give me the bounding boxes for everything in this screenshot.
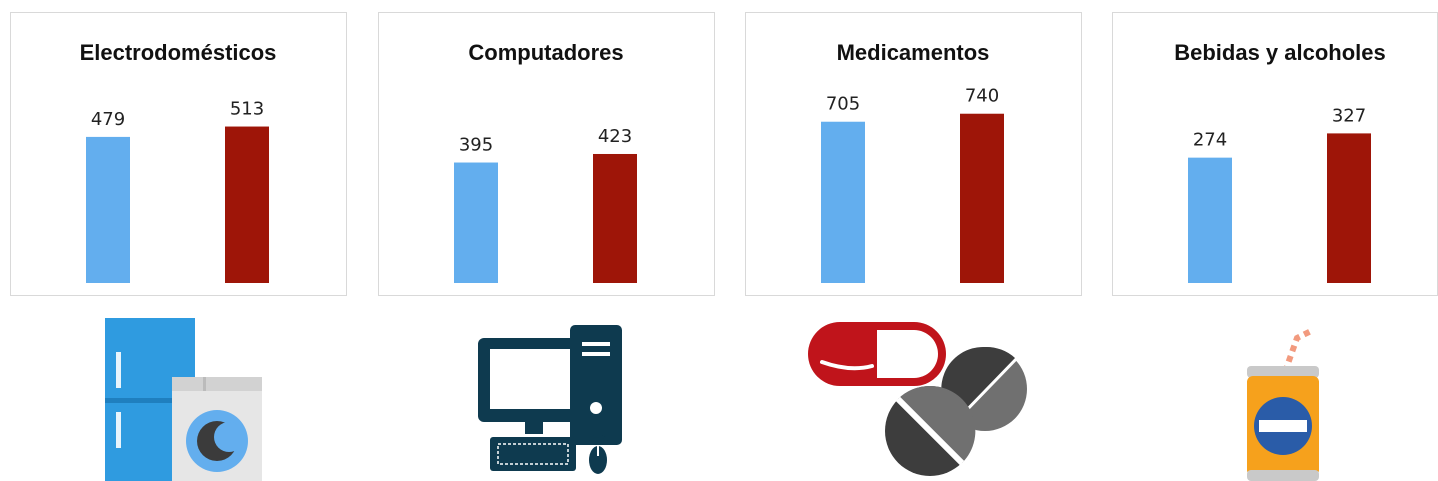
value-label: 513 — [230, 99, 264, 120]
value-label: 327 — [1332, 105, 1366, 126]
chart-title: Computadores — [468, 40, 623, 65]
chart-title: Bebidas y alcoholes — [1174, 40, 1386, 65]
appliances-icon — [105, 318, 262, 481]
bar — [454, 162, 498, 283]
bar — [1327, 133, 1371, 283]
chart-frame — [1112, 12, 1438, 296]
pills-icon — [808, 322, 1027, 476]
bar — [593, 153, 637, 283]
chart-frame — [745, 12, 1082, 296]
chart-title: Medicamentos — [837, 40, 990, 65]
computer-icon — [478, 325, 622, 474]
chart-title: Electrodomésticos — [80, 40, 277, 65]
can-icon — [1247, 327, 1319, 481]
bar — [225, 126, 269, 283]
value-label: 274 — [1193, 130, 1227, 151]
value-label: 740 — [965, 86, 999, 107]
chart-frame — [378, 12, 715, 296]
value-label: 395 — [459, 135, 493, 156]
value-label: 479 — [91, 109, 125, 130]
bar — [960, 113, 1004, 283]
value-label: 423 — [598, 126, 632, 147]
value-label: 705 — [826, 94, 860, 115]
bar — [1188, 157, 1232, 283]
chart-frame — [10, 12, 347, 296]
bar — [86, 136, 130, 283]
bar — [821, 121, 865, 283]
